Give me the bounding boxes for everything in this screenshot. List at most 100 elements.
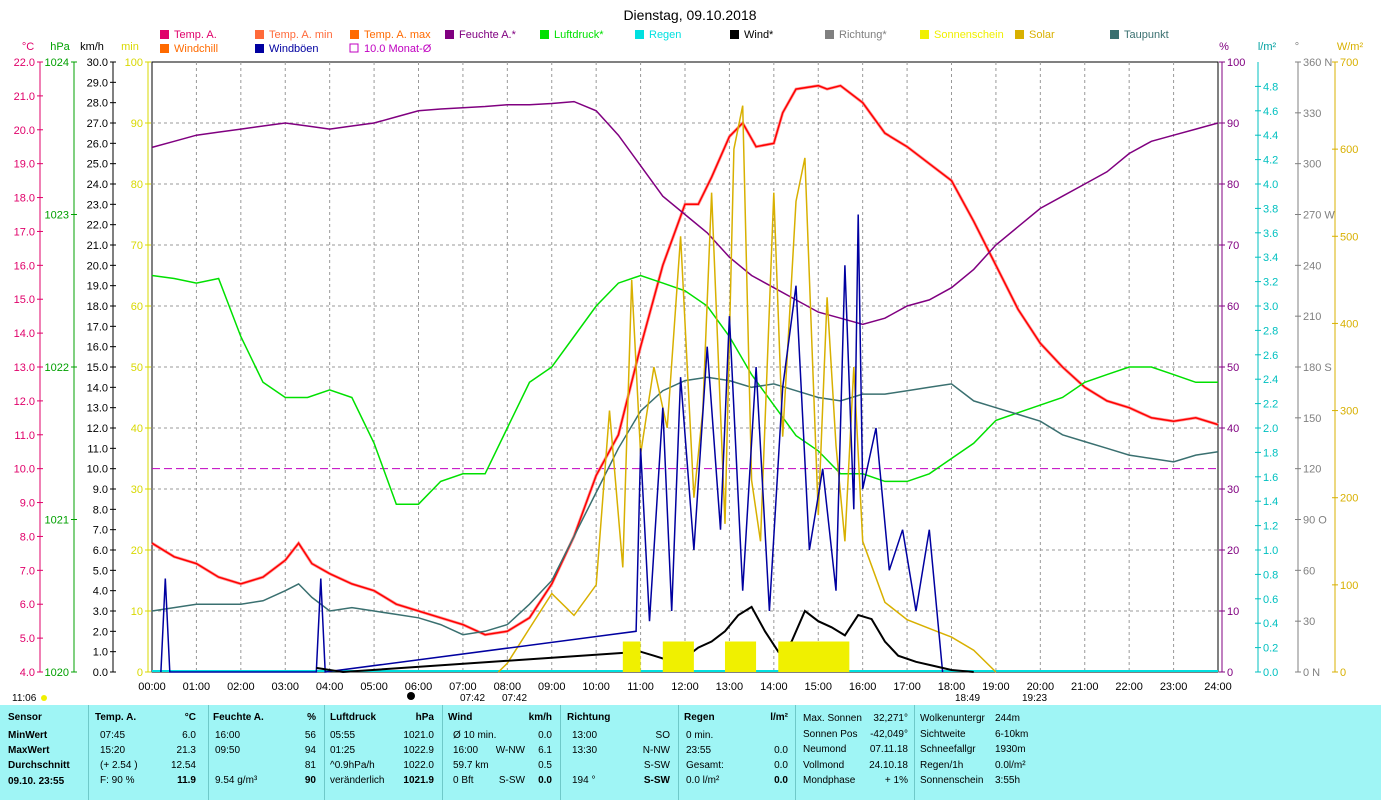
rain-axis-tick-label: 2.4 [1263,374,1278,386]
direction-time: 194 ° [572,775,596,786]
direction-axis-tick-label: 30 [1303,616,1315,628]
solar-series-line [497,105,997,673]
sun-label: Neumond [803,744,847,755]
wind-time: 16:00 [453,745,479,756]
sun-value: 07.11.18 [869,744,908,755]
temp-axis-tick-label: 9.0 [20,498,35,510]
temp-axis-tick-label: 6.0 [20,599,35,611]
wind-axis-tick-label: 16.0 [87,342,108,354]
axis-unit-label: l/m² [1258,41,1277,53]
legend-label: 10.0 Monat-Ø [364,43,432,55]
direction-value: SO [655,730,670,741]
rain-value: 0.0 [774,775,788,786]
sunrise-label: 07:42 [460,693,485,704]
rain-unit: l/m² [770,712,788,723]
pressure-unit: hPa [415,712,434,723]
x-tick-label: 22:00 [1115,681,1143,693]
humidity-axis-tick-label: 20 [1227,545,1239,557]
wind-column [442,705,443,800]
x-tick-label: 17:00 [893,681,921,693]
sunset-label: 19:23 [1022,693,1047,704]
temp-axis-tick-label: 16.0 [14,260,35,272]
x-tick-label: 00:00 [138,681,166,693]
legend-label: Temp. A. [174,29,217,41]
legend-label: Wind* [744,29,774,41]
sunshine-axis-tick-label: 40 [131,423,143,435]
legend-swatch [160,30,169,39]
axis-unit-label: W/m² [1337,41,1364,53]
rain-value: 0.0 [774,760,788,771]
wind-axis-tick-label: 14.0 [87,382,108,394]
x-tick-label: 01:00 [183,681,211,693]
legend-label: Richtung* [839,29,887,41]
direction-time: 13:00 [572,730,598,741]
humidity-axis-tick-label: 80 [1227,179,1239,191]
direction-axis-tick-label: 240 [1303,260,1321,272]
solar-axis-tick-label: 600 [1340,144,1358,156]
wind-axis-tick-label: 15.0 [87,362,108,374]
axis-unit-label: hPa [50,41,70,53]
direction-axis-tick-label: 360 N [1303,57,1332,69]
sun-label: Vollmond [803,759,845,771]
windb-en-series-line [160,214,944,673]
axis-unit-label: km/h [80,41,104,53]
chart-marks [151,84,1219,674]
pressure-header: Luftdruck [330,712,377,723]
wind-axis-tick-label: 27.0 [87,118,108,130]
x-tick-label: 07:00 [449,681,477,693]
legend-swatch [160,44,169,53]
sunshine-bar [662,641,694,672]
sunshine-axis-tick-label: 20 [131,545,143,557]
sunshine-axis-tick-label: 100 [125,57,143,69]
rain-column [678,705,679,800]
humidity-value: 90 [304,775,316,786]
rain-label: 23:55 [686,745,712,756]
sunshine-axis-tick-label: 90 [131,118,143,130]
x-tick-label: 15:00 [804,681,832,693]
x-tick-label: 02:00 [227,681,255,693]
x-tick-label: 12:00 [671,681,699,693]
sunshine-axis-tick-label: 10 [131,606,143,618]
wind-direction: W-NW [495,745,525,756]
legend-label: Sonnenschein [934,29,1004,41]
wind-time: Ø 10 min. [453,730,497,741]
humidity-value: 94 [304,745,316,756]
legend-label: Regen [649,29,681,41]
rain-axis-tick-label: 4.4 [1263,130,1278,142]
humidity-value: 81 [304,760,316,771]
x-tick-label: 21:00 [1071,681,1099,693]
legend-swatch [349,43,359,53]
legend-label: Feuchte A.* [459,29,517,41]
humidity-axis-tick-label: 60 [1227,301,1239,313]
misc-label: Schneefallgr [920,744,976,755]
temp-value: 21.3 [176,745,196,756]
wind-axis-tick-label: 3.0 [93,606,108,618]
legend-swatch [1110,30,1119,39]
feuchte-a-series-line [151,100,1219,326]
temp-axis-tick-label: 7.0 [20,565,35,577]
temp-axis-tick-label: 18.0 [14,193,35,205]
rain-value: 0.0 [774,745,788,756]
x-tick-label: 11:00 [627,681,654,693]
weather-chart: Dienstag, 09.10.2018 Temp. A. Temp. A. min… [12,7,1364,704]
pressure-time: 01:25 [330,745,356,756]
legend-swatch [825,30,834,39]
direction-time: 13:30 [572,745,598,756]
x-tick-label: 14:00 [760,681,788,693]
rain-axis-tick-label: 2.8 [1263,325,1278,337]
misc-value: 0.0l/m² [995,759,1026,771]
temp-header: Temp. A. [95,712,137,723]
wind-value: 6.1 [538,745,552,756]
pressure-value: 1022.9 [403,745,434,756]
misc-value: 1930m [995,744,1026,755]
legend-swatch [445,30,454,39]
pressure-time: 05:55 [330,730,356,741]
legend-label: Taupunkt [1124,29,1169,41]
legend-swatch [540,30,549,39]
wind-axis-tick-label: 22.0 [87,220,108,232]
humidity-column [208,705,209,800]
rain-label: 0.0 l/m² [686,775,720,786]
misc-value: 244m [995,713,1021,724]
direction-axis-tick-label: 270 W [1303,210,1335,222]
direction-axis-tick-label: 150 [1303,413,1321,425]
